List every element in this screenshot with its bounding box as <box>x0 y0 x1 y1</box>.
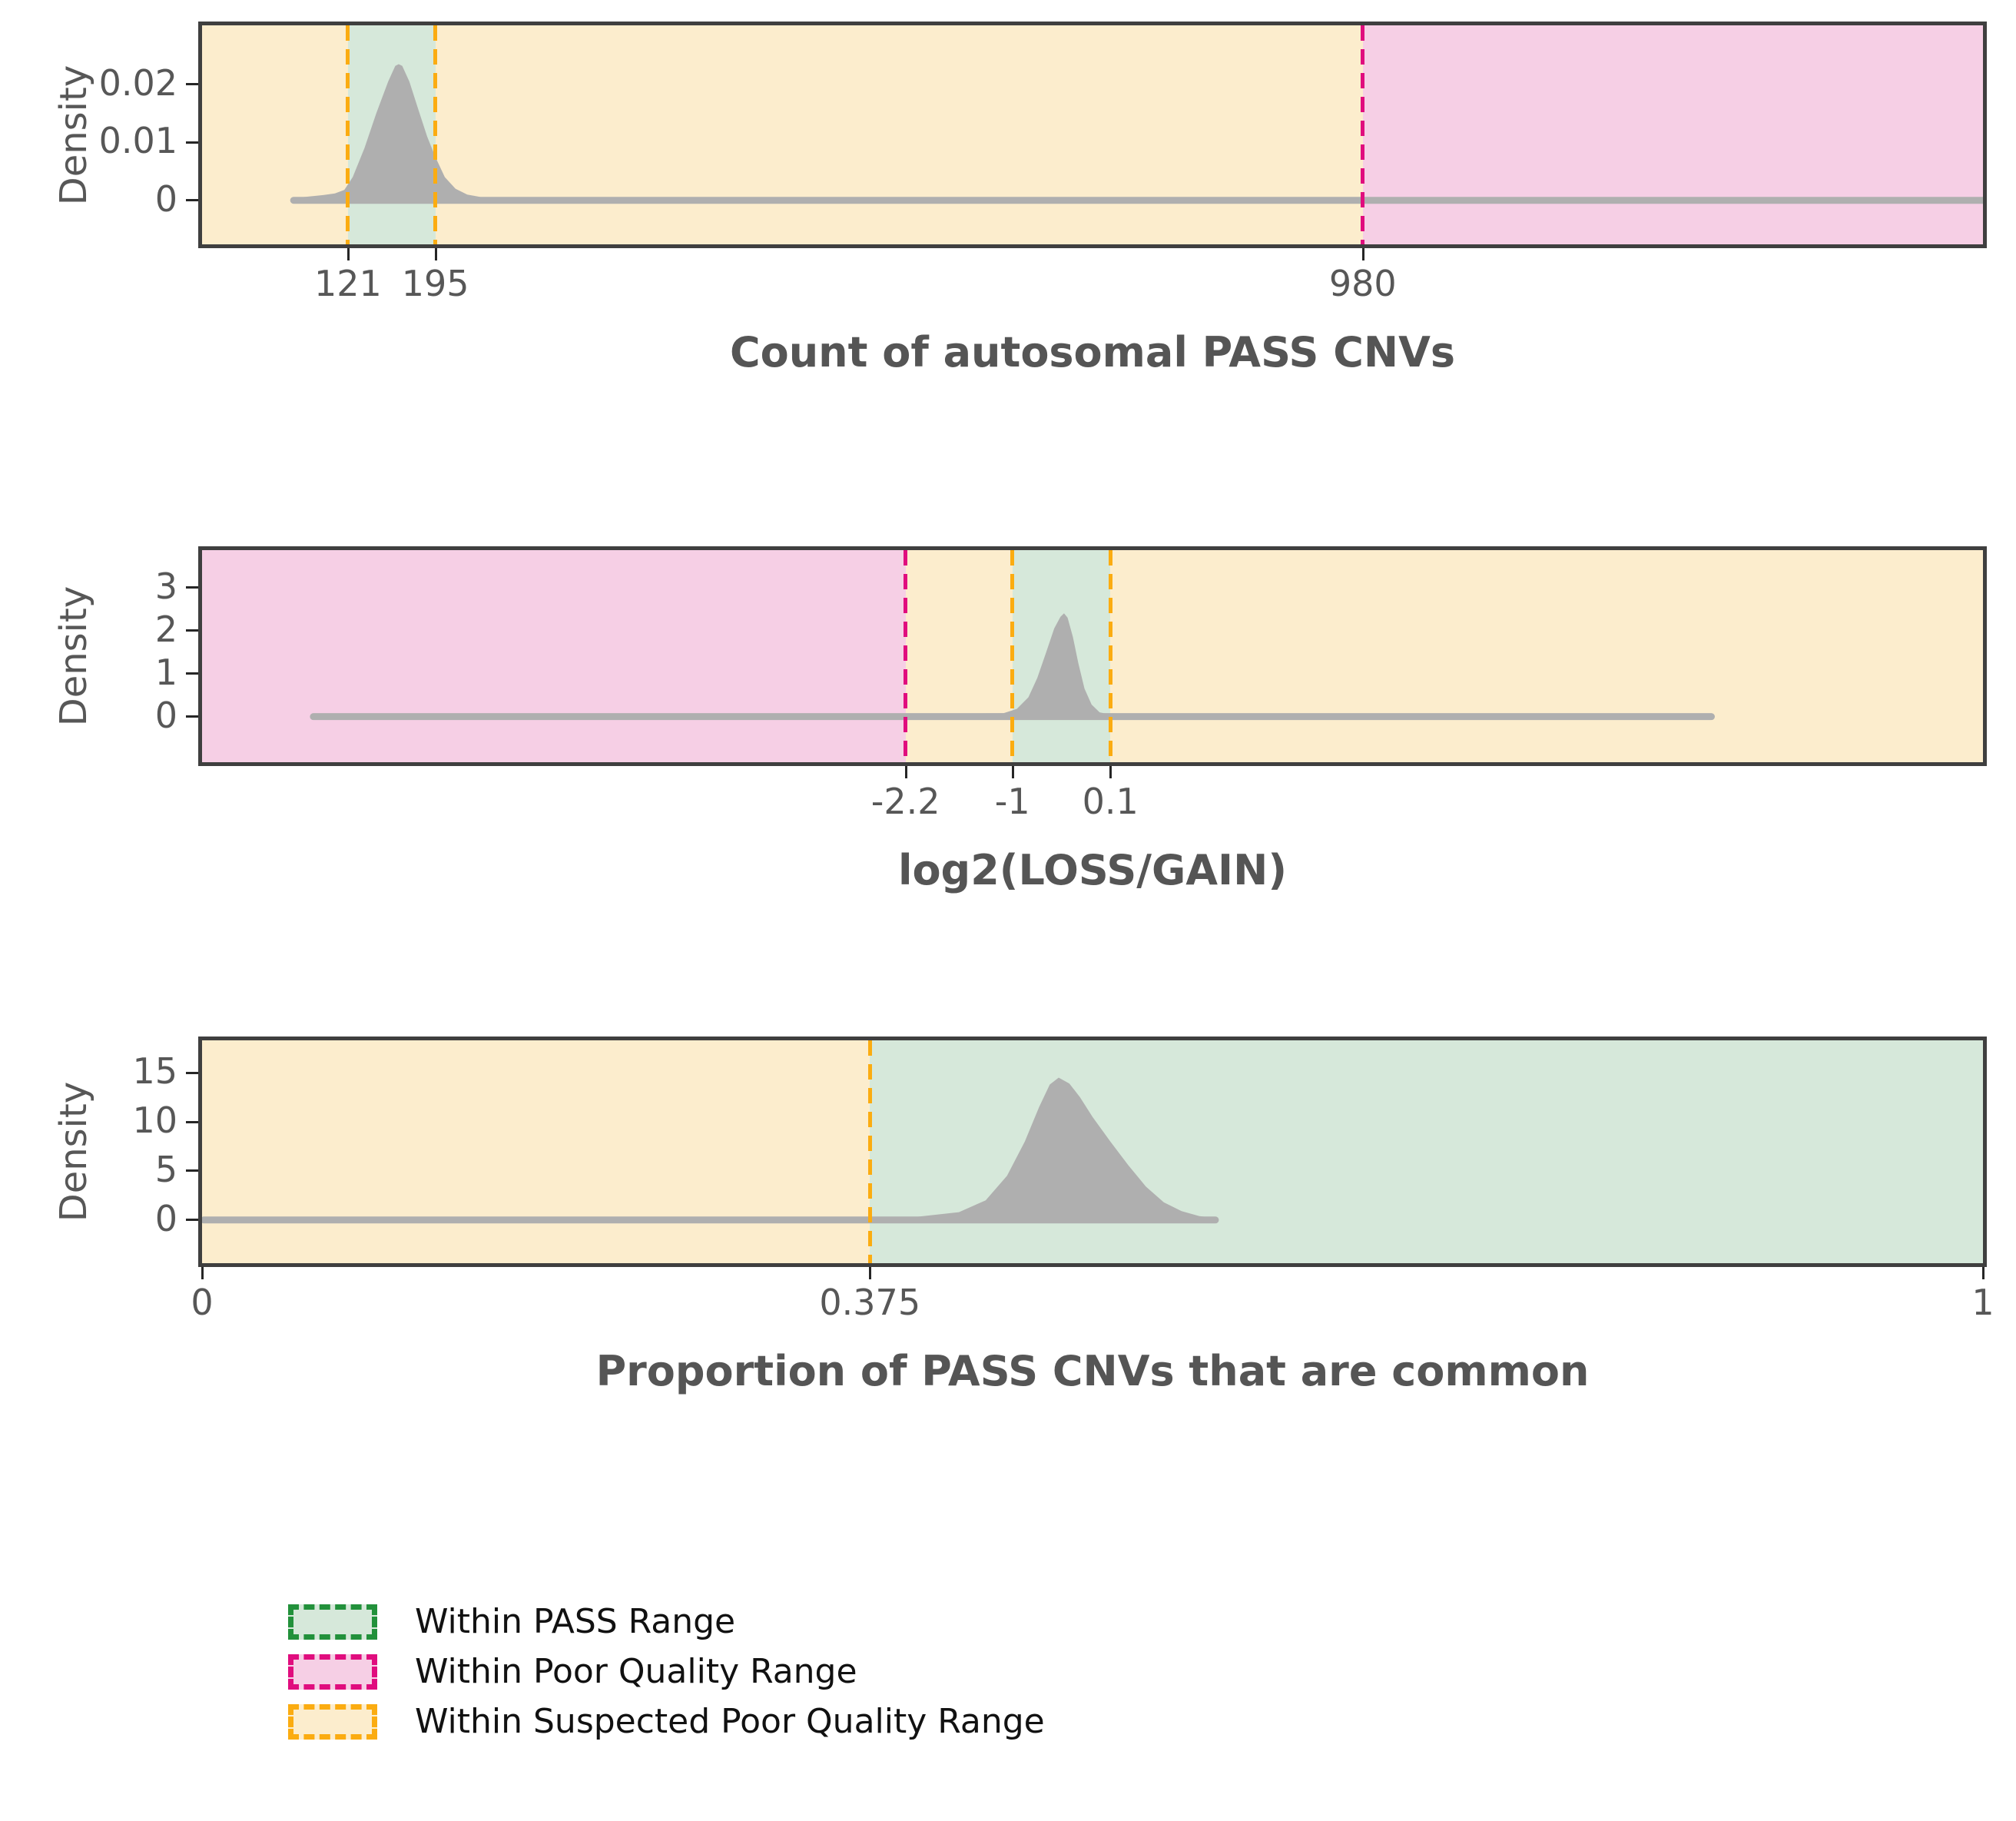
y-tick-mark <box>186 1219 198 1222</box>
y-tick-label: 1 <box>154 651 177 693</box>
x-tick-label: 195 <box>401 263 469 304</box>
y-tick-mark <box>186 83 198 86</box>
legend-row-pass: Within PASS Range <box>288 1602 1045 1641</box>
quality-region-poor <box>202 550 906 762</box>
threshold-line-suspected <box>1108 550 1112 762</box>
x-tick-mark <box>904 766 907 778</box>
x-tick-label: -2.2 <box>870 781 940 822</box>
axis-title: log2(LOSS/GAIN) <box>897 846 1288 894</box>
y-tick-mark <box>186 672 198 675</box>
plot-autosomal-pass-cnv-count: 121 195 980 0 0.01 0.02 <box>99 22 1987 304</box>
x-tick-label: -1 <box>994 781 1030 822</box>
legend-row-suspected: Within Suspected Poor Quality Range <box>288 1702 1045 1741</box>
y-tick-label: 5 <box>154 1148 177 1190</box>
quality-region-poor <box>1362 25 1983 244</box>
x-tick-mark <box>434 248 437 260</box>
quality-region-suspected <box>202 1040 870 1263</box>
axis-title: Count of autosomal PASS CNVs <box>730 328 1455 376</box>
threshold-line-suspected <box>867 1040 872 1263</box>
y-tick-mark <box>186 715 198 718</box>
density-curve <box>202 1077 1983 1263</box>
legend-label-pass: Within PASS Range <box>415 1602 736 1641</box>
x-tick-label: 1 <box>1971 1282 1994 1323</box>
y-tick-label: 0 <box>154 1197 177 1239</box>
x-tick-mark <box>1361 248 1364 260</box>
legend-swatch-poor <box>288 1653 377 1690</box>
legend-row-poor: Within Poor Quality Range <box>288 1652 1045 1691</box>
x-tick-mark <box>869 1267 872 1279</box>
density-curve <box>202 613 1983 762</box>
threshold-line-poor <box>1361 25 1365 244</box>
x-tick-mark <box>1982 1267 1984 1279</box>
y-tick-label: 10 <box>132 1100 177 1142</box>
y-tick-mark <box>186 1169 198 1173</box>
density-curve <box>202 64 1983 244</box>
x-tick-label: 980 <box>1328 263 1397 304</box>
y-tick-mark <box>186 1120 198 1123</box>
threshold-line-poor <box>904 550 908 762</box>
x-tick-label: 0.1 <box>1082 781 1139 822</box>
y-tick-mark <box>186 629 198 632</box>
y-axis-title: Density <box>52 1081 95 1222</box>
x-tick-mark <box>346 248 350 260</box>
legend-swatch-suspected <box>288 1703 377 1740</box>
legend-swatch-pass <box>288 1604 377 1640</box>
legend-label-poor: Within Poor Quality Range <box>415 1652 857 1691</box>
legend: Within PASS Range Within Poor Quality Ra… <box>288 1602 1045 1752</box>
plot-proportion-common: 0 0.375 1 0 5 10 15 <box>132 1037 1994 1323</box>
y-tick-mark <box>186 141 198 144</box>
y-tick-label: 3 <box>154 565 177 607</box>
plot-log2-loss-gain: -2.2 -1 0.1 0 1 2 3 <box>155 546 1987 822</box>
legend-label-suspected: Within Suspected Poor Quality Range <box>415 1702 1045 1741</box>
y-tick-mark <box>186 586 198 589</box>
y-axis-title: Density <box>52 585 95 727</box>
x-tick-mark <box>1011 766 1014 778</box>
y-tick-label: 0 <box>154 177 177 220</box>
x-tick-label: 0 <box>191 1282 214 1323</box>
x-tick-mark <box>1109 766 1112 778</box>
x-tick-mark <box>201 1267 204 1279</box>
x-tick-label: 121 <box>313 263 382 304</box>
y-tick-label: 15 <box>132 1050 177 1093</box>
x-tick-label: 0.375 <box>819 1282 921 1323</box>
threshold-line-suspected <box>346 25 350 244</box>
y-tick-label: 2 <box>154 608 177 650</box>
y-tick-label: 0.02 <box>98 61 177 104</box>
y-tick-label: 0.01 <box>98 120 177 162</box>
threshold-line-suspected <box>433 25 438 244</box>
axis-title: Proportion of PASS CNVs that are common <box>595 1347 1590 1395</box>
y-tick-mark <box>186 199 198 202</box>
threshold-line-suspected <box>1010 550 1015 762</box>
y-tick-mark <box>186 1071 198 1074</box>
y-tick-label: 0 <box>154 694 177 736</box>
y-axis-title: Density <box>52 65 95 205</box>
